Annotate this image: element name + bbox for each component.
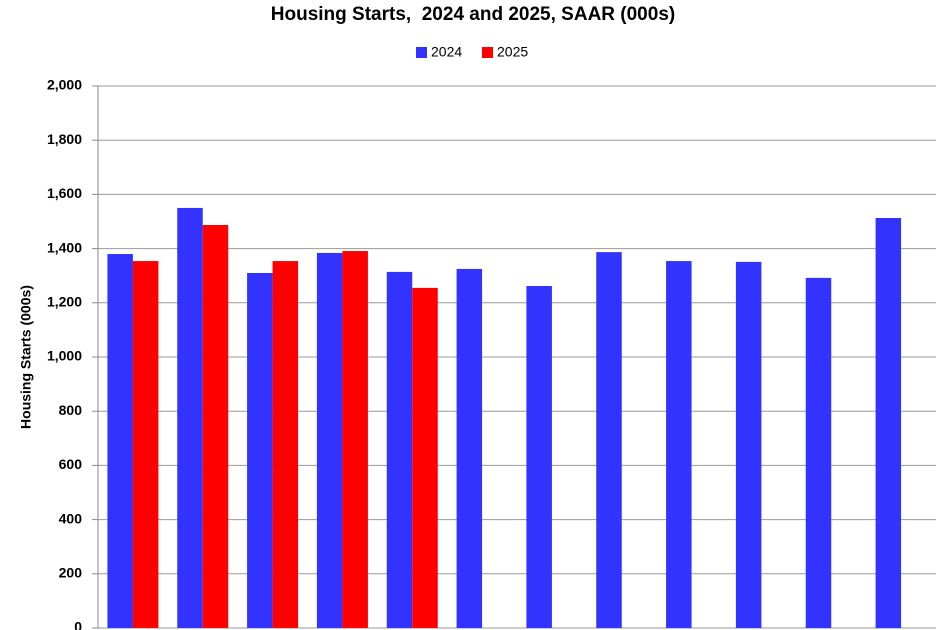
legend-label: 2024 bbox=[431, 44, 462, 60]
bar bbox=[412, 287, 438, 628]
y-tick-label: 400 bbox=[59, 510, 83, 526]
bar bbox=[272, 261, 299, 628]
bar bbox=[202, 225, 229, 628]
y-tick-label: 1,600 bbox=[47, 185, 82, 201]
y-axis-label: Housing Starts (000s) bbox=[18, 285, 34, 429]
y-tick-label: 200 bbox=[59, 565, 83, 581]
y-tick-label: 1,000 bbox=[47, 348, 82, 364]
y-tick-label: 1,400 bbox=[47, 239, 82, 255]
bar bbox=[107, 254, 133, 628]
bar bbox=[177, 207, 203, 628]
bar bbox=[342, 251, 368, 628]
y-tick-label: 1,800 bbox=[47, 131, 82, 147]
bar bbox=[805, 277, 832, 628]
bar bbox=[132, 261, 159, 628]
bar bbox=[316, 252, 343, 628]
chart-title: Housing Starts, 2024 and 2025, SAAR (000… bbox=[271, 4, 675, 25]
y-tick-label: 600 bbox=[59, 456, 83, 472]
legend-swatch bbox=[416, 47, 427, 58]
bar bbox=[666, 261, 692, 628]
bar bbox=[386, 271, 413, 628]
bar bbox=[875, 217, 902, 629]
legend-label: 2025 bbox=[497, 44, 528, 60]
bar bbox=[456, 268, 483, 628]
y-tick-label: 800 bbox=[59, 402, 83, 418]
y-tick-label: 0 bbox=[74, 619, 82, 630]
legend-swatch bbox=[482, 47, 493, 58]
bar bbox=[526, 285, 552, 628]
y-tick-label: 1,200 bbox=[47, 294, 82, 310]
bar bbox=[596, 252, 622, 629]
y-tick-label: 2,000 bbox=[47, 77, 82, 93]
bar bbox=[735, 261, 762, 628]
bar bbox=[247, 272, 273, 628]
